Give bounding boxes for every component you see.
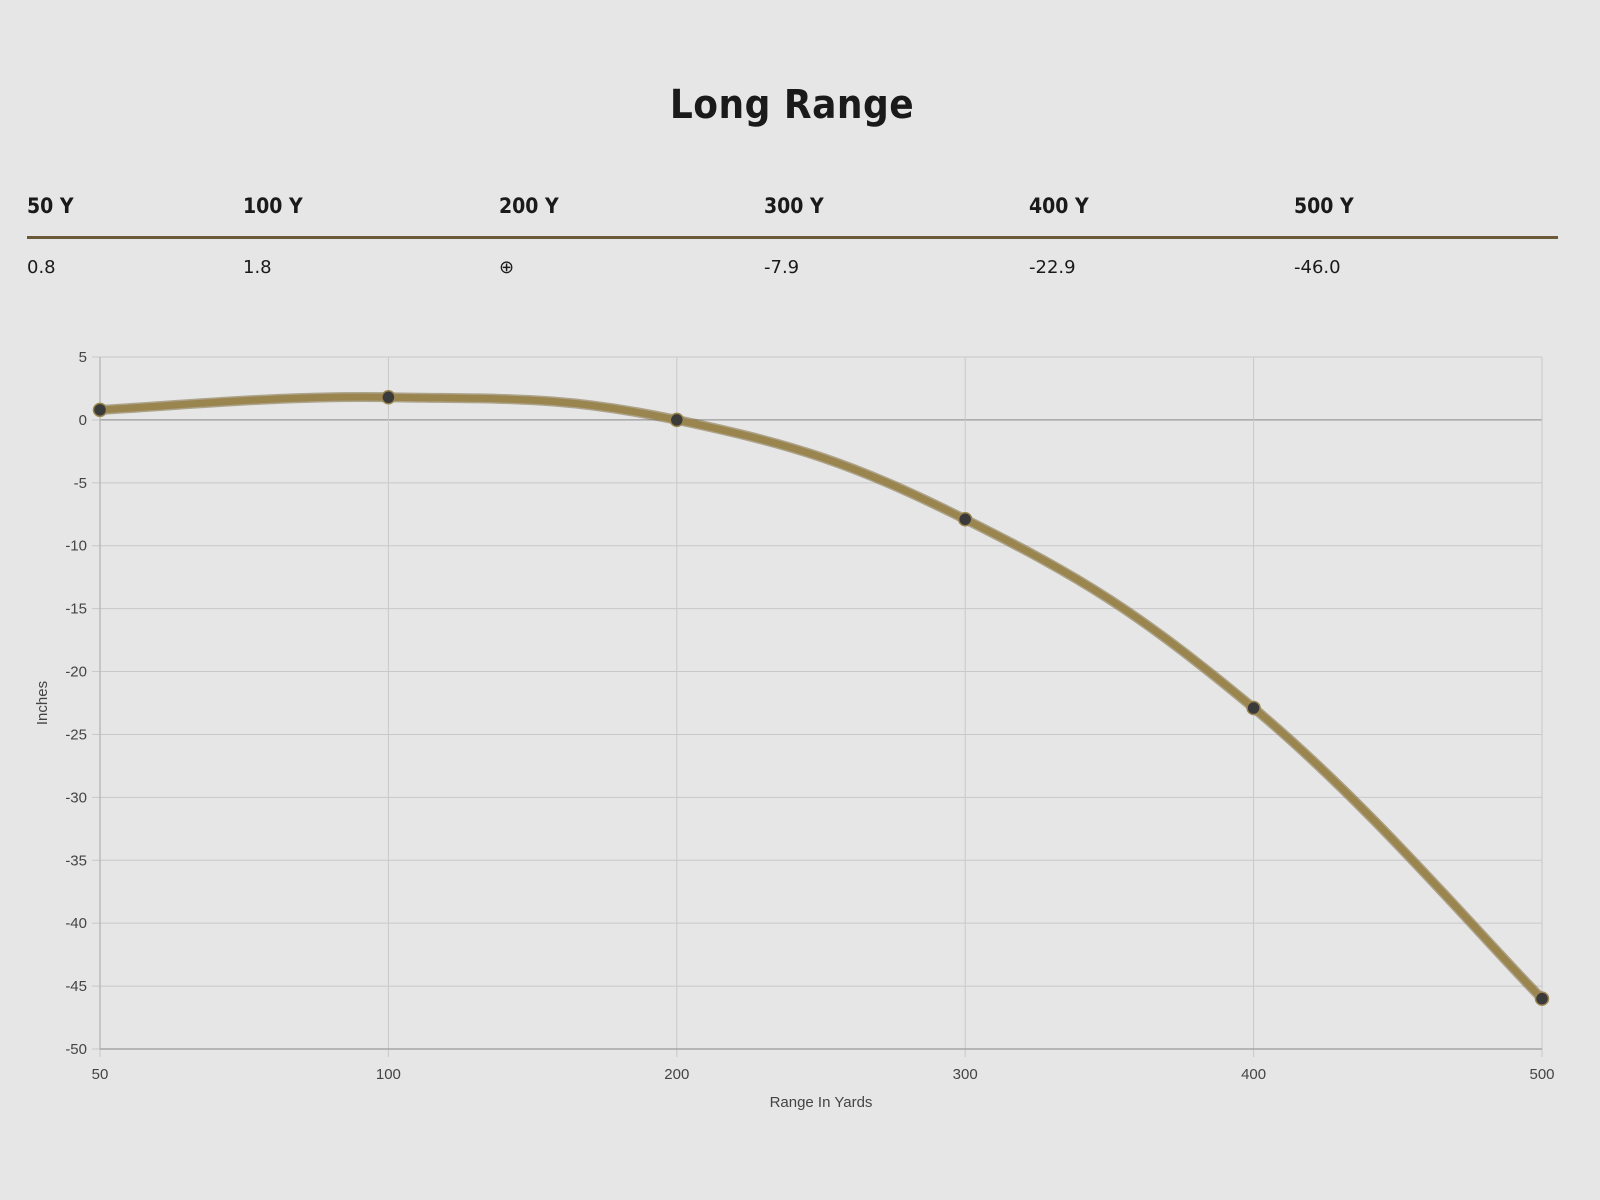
- zero-crosshair-icon: ⊕: [499, 257, 515, 278]
- data-point: [1246, 700, 1261, 716]
- data-point: [669, 412, 685, 428]
- x-tick-label: 500: [1529, 1066, 1554, 1083]
- data-point: [381, 390, 396, 405]
- range-header-400: 400 Y: [1029, 194, 1089, 218]
- y-tick-label: -15: [65, 601, 87, 618]
- x-tick-label: 200: [664, 1066, 689, 1083]
- x-tick-label: 50: [92, 1066, 109, 1083]
- range-header-200: 200 Y: [499, 194, 559, 218]
- y-tick-label: -50: [65, 1041, 87, 1058]
- data-point: [1534, 991, 1550, 1006]
- y-tick-label: -35: [65, 852, 87, 869]
- range-table-values: 0.8 1.8 ⊕ -7.9 -22.9 -46.0: [27, 239, 1558, 287]
- x-tick-label: 400: [1241, 1066, 1266, 1083]
- y-tick-label: -25: [65, 726, 87, 743]
- range-value-500: -46.0: [1294, 257, 1341, 278]
- range-value-50: 0.8: [27, 257, 56, 278]
- range-table: 50 Y 100 Y 200 Y 300 Y 400 Y 500 Y 0.8 1…: [27, 190, 1558, 287]
- x-axis-label: Range In Yards: [770, 1094, 873, 1111]
- y-tick-label: -40: [65, 915, 87, 932]
- range-value-100: 1.8: [243, 257, 272, 278]
- chart-title: Long Range: [669, 82, 915, 128]
- data-point: [957, 512, 973, 527]
- range-table-header: 50 Y 100 Y 200 Y 300 Y 400 Y 500 Y: [27, 190, 1558, 239]
- range-header-100: 100 Y: [243, 194, 303, 218]
- y-tick-label: -5: [74, 475, 87, 492]
- range-header-500: 500 Y: [1294, 194, 1354, 218]
- x-tick-label: 300: [953, 1066, 978, 1083]
- range-value-300: -7.9: [764, 257, 800, 278]
- y-tick-label: -20: [65, 664, 87, 681]
- y-tick-label: 5: [79, 349, 87, 366]
- range-header-50: 50 Y: [27, 194, 74, 218]
- y-tick-label: 0: [79, 412, 87, 429]
- range-header-300: 300 Y: [764, 194, 824, 218]
- y-tick-label: -10: [65, 538, 87, 555]
- data-point: [92, 402, 108, 418]
- y-tick-label: -30: [65, 789, 87, 806]
- series-line-shadow: [95, 392, 1547, 1004]
- y-tick-label: -45: [65, 978, 87, 995]
- y-axis-label: Inches: [34, 681, 51, 725]
- series-line: [96, 393, 1546, 1003]
- x-tick-label: 100: [376, 1066, 401, 1083]
- range-value-400: -22.9: [1029, 257, 1076, 278]
